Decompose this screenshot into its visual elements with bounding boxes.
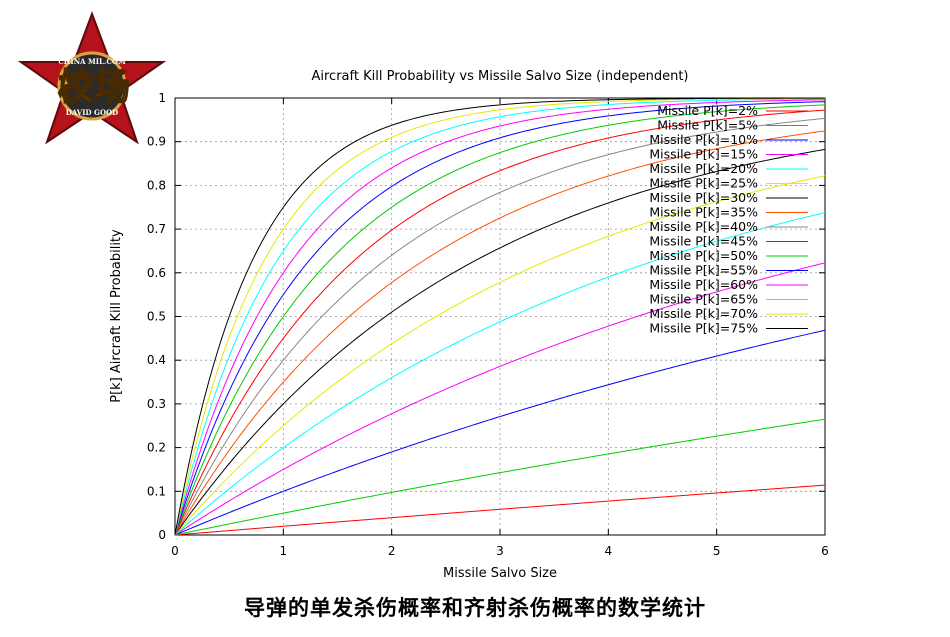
series-line (174, 97, 825, 536)
legend-label: Missile P[k]=20% (649, 161, 758, 176)
legend-label: Missile P[k]=70% (649, 306, 758, 321)
y-tick-label: 0.7 (147, 222, 166, 236)
series-line (174, 329, 826, 536)
logo-ring-bottom: DAVID GOOD (66, 108, 118, 117)
logo-emblem: CHINA MIL.COM DAVID GOOD 校场 (17, 11, 167, 145)
legend: Missile P[k]=2%Missile P[k]=5%Missile P[… (649, 103, 808, 336)
x-tick-label: 3 (496, 544, 504, 558)
y-tick-label: 0.9 (147, 135, 166, 149)
series-line (174, 262, 826, 536)
legend-label: Missile P[k]=25% (649, 176, 758, 191)
page-caption: 导弹的单发杀伤概率和齐射杀伤概率的数学统计 (244, 596, 706, 620)
series-lines (174, 97, 826, 536)
y-tick-label: 0.3 (147, 397, 166, 411)
legend-label: Missile P[k]=2% (657, 103, 758, 118)
y-tick-label: 0.2 (147, 441, 166, 455)
legend-label: Missile P[k]=35% (649, 205, 758, 220)
series-line (174, 98, 826, 536)
series-line (174, 109, 826, 536)
series-line (174, 484, 826, 536)
series-line (174, 97, 826, 536)
chart-title: Aircraft Kill Probability vs Missile Sal… (311, 69, 688, 84)
y-tick-label: 0 (158, 528, 166, 542)
x-axis-title: Missile Salvo Size (443, 566, 557, 581)
y-axis-title: P[k] Aircraft Kill Probability (109, 229, 124, 403)
series-line (174, 418, 826, 536)
series-line (174, 104, 826, 536)
legend-label: Missile P[k]=45% (649, 234, 758, 249)
y-tick-label: 0.6 (147, 266, 166, 280)
legend-label: Missile P[k]=40% (649, 219, 758, 234)
y-tick-label: 0.5 (147, 310, 166, 324)
legend-label: Missile P[k]=75% (649, 321, 758, 336)
legend-label: Missile P[k]=10% (649, 132, 758, 147)
series-line (174, 101, 826, 536)
x-tick-label: 5 (713, 544, 721, 558)
y-tick-label: 1 (158, 91, 166, 105)
legend-label: Missile P[k]=65% (649, 292, 758, 307)
legend-label: Missile P[k]=30% (649, 190, 758, 205)
legend-label: Missile P[k]=60% (649, 277, 758, 292)
legend-label: Missile P[k]=5% (657, 118, 758, 133)
x-tick-label: 2 (388, 544, 396, 558)
logo-ring-top: CHINA MIL.COM (58, 57, 126, 66)
y-tick-label: 0.1 (147, 484, 166, 498)
legend-label: Missile P[k]=55% (649, 263, 758, 278)
x-tick-label: 0 (171, 544, 179, 558)
series-line (174, 130, 826, 536)
legend-label: Missile P[k]=50% (649, 248, 758, 263)
x-tick-label: 1 (280, 544, 288, 558)
series-line (174, 99, 826, 536)
y-tick-label: 0.4 (147, 353, 166, 367)
logo-ring (57, 51, 127, 121)
grid-lines (175, 98, 825, 535)
series-line (174, 212, 826, 536)
y-tick-label: 0.8 (147, 178, 166, 192)
series-line (174, 175, 826, 536)
logo-main-text: 校场 (58, 66, 130, 108)
x-tick-label: 6 (821, 544, 829, 558)
legend-label: Missile P[k]=15% (649, 147, 758, 162)
plot-border (174, 97, 826, 536)
series-line (174, 117, 826, 536)
y-axis-ticks: 0 0.1 0.2 0.3 0.4 0.5 0.6 0.7 0.8 0.9 1 (147, 91, 825, 542)
x-tick-label: 4 (605, 544, 613, 558)
series-line (174, 148, 826, 536)
